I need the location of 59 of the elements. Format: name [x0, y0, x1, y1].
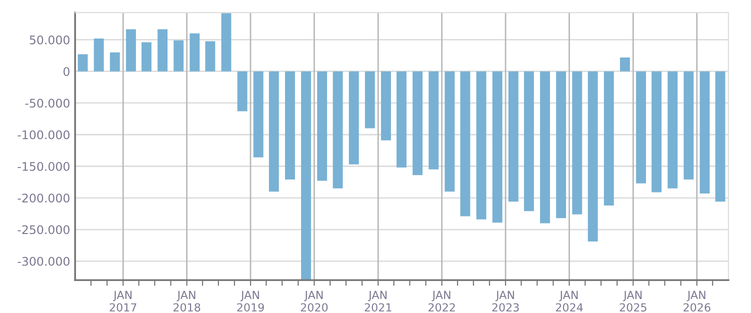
bar — [444, 71, 455, 192]
bar — [556, 71, 566, 218]
bar — [142, 42, 152, 72]
bar — [540, 71, 550, 224]
bar — [524, 71, 534, 212]
bar — [684, 71, 694, 180]
bar — [700, 71, 710, 194]
bar — [253, 71, 264, 158]
bar — [508, 71, 518, 202]
bar — [190, 33, 200, 72]
bar — [381, 71, 391, 140]
bar — [428, 71, 439, 170]
bar — [715, 71, 726, 202]
x-tick-label: JAN 2024 — [556, 290, 583, 312]
bar — [94, 38, 104, 72]
bar — [268, 71, 279, 192]
x-tick-label: JAN 2021 — [364, 290, 392, 312]
bar — [652, 71, 662, 192]
bar — [317, 71, 328, 181]
x-tick-label: JAN 2026 — [684, 290, 710, 312]
bar — [460, 71, 470, 216]
bar — [492, 71, 502, 223]
bar — [110, 52, 120, 72]
bar — [237, 71, 248, 112]
bar — [301, 71, 312, 280]
x-tick-label: JAN 2018 — [173, 290, 200, 312]
bar — [604, 71, 614, 206]
y-tick-label: -50.000 — [25, 98, 70, 108]
bar — [364, 71, 375, 128]
bar — [205, 41, 216, 72]
x-tick-label: JAN 2025 — [620, 290, 646, 312]
bar — [285, 71, 295, 180]
x-tick-label: JAN 2023 — [492, 290, 519, 312]
bar — [126, 29, 136, 72]
y-tick-label: 50.000 — [30, 35, 70, 44]
y-tick-label: -250.000 — [18, 225, 70, 234]
x-tick-label: JAN 2022 — [428, 290, 455, 312]
bar — [78, 54, 88, 72]
x-tick-label: JAN 2020 — [300, 290, 328, 312]
bar — [332, 71, 343, 188]
x-tick-label: JAN 2019 — [237, 290, 264, 312]
x-tick-label: JAN 2017 — [110, 290, 136, 312]
bar — [221, 13, 232, 72]
bar — [588, 71, 598, 242]
y-tick-label: 0 — [64, 67, 70, 76]
bar — [636, 71, 646, 184]
bar — [348, 71, 359, 164]
y-tick-label: -150.000 — [18, 162, 70, 171]
bar — [620, 57, 630, 72]
bar — [476, 71, 486, 220]
y-tick-label: -200.000 — [18, 194, 70, 203]
bar — [396, 71, 406, 168]
bar — [412, 71, 423, 176]
bar — [572, 71, 582, 214]
bar — [668, 71, 678, 188]
bar — [174, 40, 184, 72]
y-tick-label: -100.000 — [18, 130, 70, 140]
bar — [158, 29, 168, 72]
y-tick-label: -300.000 — [18, 256, 70, 266]
